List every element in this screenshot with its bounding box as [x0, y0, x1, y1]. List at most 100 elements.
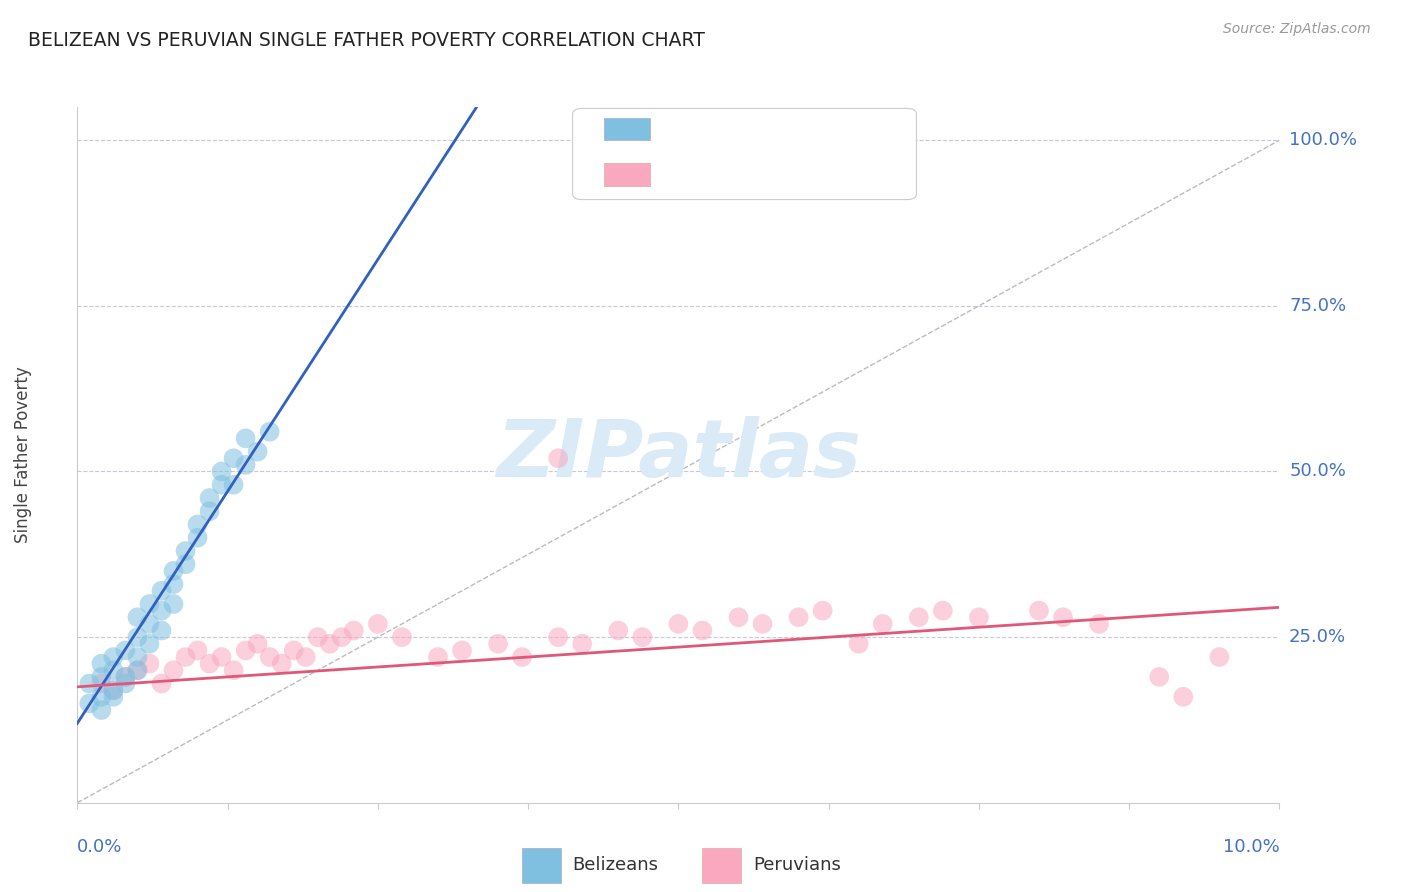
Point — [848, 637, 870, 651]
Point — [162, 577, 184, 591]
Point — [222, 477, 245, 491]
Point — [330, 630, 353, 644]
Point — [319, 637, 342, 651]
Point — [162, 663, 184, 677]
Point — [211, 650, 233, 665]
Point — [198, 491, 221, 505]
Point — [138, 616, 160, 631]
Point — [811, 604, 834, 618]
Point — [186, 517, 209, 532]
Point — [668, 616, 690, 631]
Bar — [703, 848, 741, 883]
Point — [427, 650, 450, 665]
Point — [103, 690, 125, 704]
Point — [79, 676, 101, 690]
Point — [127, 610, 149, 624]
Point — [1088, 616, 1111, 631]
Text: ZIPatlas: ZIPatlas — [496, 416, 860, 494]
Point — [114, 676, 136, 690]
Point — [547, 451, 569, 466]
Point — [1028, 604, 1050, 618]
Text: 10.0%: 10.0% — [1223, 838, 1279, 855]
Point — [1208, 650, 1230, 665]
Text: 100.0%: 100.0% — [1289, 131, 1357, 149]
Point — [150, 604, 173, 618]
Point — [90, 657, 112, 671]
Text: 25.0%: 25.0% — [1289, 628, 1346, 646]
Point — [307, 630, 329, 644]
Point — [90, 690, 112, 704]
Point — [235, 643, 257, 657]
Point — [174, 544, 197, 558]
Point — [751, 616, 773, 631]
Text: 50.0%: 50.0% — [1289, 462, 1346, 481]
Point — [283, 643, 305, 657]
FancyBboxPatch shape — [572, 109, 917, 200]
Point — [510, 650, 533, 665]
Point — [162, 597, 184, 611]
Point — [79, 697, 101, 711]
Point — [1149, 670, 1171, 684]
Point — [114, 643, 136, 657]
Point — [872, 616, 894, 631]
Bar — [603, 118, 650, 140]
Text: R = 0.283    N = 50: R = 0.283 N = 50 — [662, 165, 860, 184]
Point — [908, 610, 931, 624]
Point — [138, 597, 160, 611]
Point — [235, 458, 257, 472]
Point — [103, 683, 125, 698]
Text: 75.0%: 75.0% — [1289, 297, 1346, 315]
Point — [162, 564, 184, 578]
Point — [547, 630, 569, 644]
Point — [486, 637, 509, 651]
Point — [1052, 610, 1074, 624]
Point — [103, 683, 125, 698]
Point — [90, 670, 112, 684]
Point — [631, 630, 654, 644]
Point — [692, 624, 714, 638]
Point — [127, 650, 149, 665]
Point — [259, 650, 281, 665]
Point — [198, 657, 221, 671]
Text: Source: ZipAtlas.com: Source: ZipAtlas.com — [1223, 22, 1371, 37]
Point — [174, 558, 197, 572]
Point — [127, 663, 149, 677]
Text: BELIZEAN VS PERUVIAN SINGLE FATHER POVERTY CORRELATION CHART: BELIZEAN VS PERUVIAN SINGLE FATHER POVER… — [28, 31, 704, 50]
Point — [103, 650, 125, 665]
Point — [270, 657, 292, 671]
Point — [967, 610, 990, 624]
Point — [1173, 690, 1195, 704]
Point — [90, 703, 112, 717]
Point — [607, 624, 630, 638]
Point — [150, 583, 173, 598]
Point — [211, 465, 233, 479]
Point — [150, 676, 173, 690]
Point — [127, 630, 149, 644]
Point — [138, 637, 160, 651]
Text: Single Father Poverty: Single Father Poverty — [14, 367, 32, 543]
Point — [90, 676, 112, 690]
Point — [127, 663, 149, 677]
Point — [211, 477, 233, 491]
Text: 0.0%: 0.0% — [77, 838, 122, 855]
Point — [391, 630, 413, 644]
Bar — [603, 163, 650, 186]
Point — [114, 670, 136, 684]
Point — [198, 504, 221, 518]
Point — [222, 663, 245, 677]
Point — [186, 531, 209, 545]
Point — [787, 610, 810, 624]
Point — [367, 616, 389, 631]
Point — [150, 624, 173, 638]
Point — [246, 637, 269, 651]
Point — [571, 637, 593, 651]
Text: Belizeans: Belizeans — [572, 856, 658, 874]
Point — [294, 650, 316, 665]
Point — [727, 610, 749, 624]
Point — [343, 624, 366, 638]
Point — [246, 444, 269, 458]
Point — [138, 657, 160, 671]
Point — [932, 604, 955, 618]
Text: R = 0.575    N = 40: R = 0.575 N = 40 — [662, 120, 860, 139]
Point — [235, 431, 257, 445]
